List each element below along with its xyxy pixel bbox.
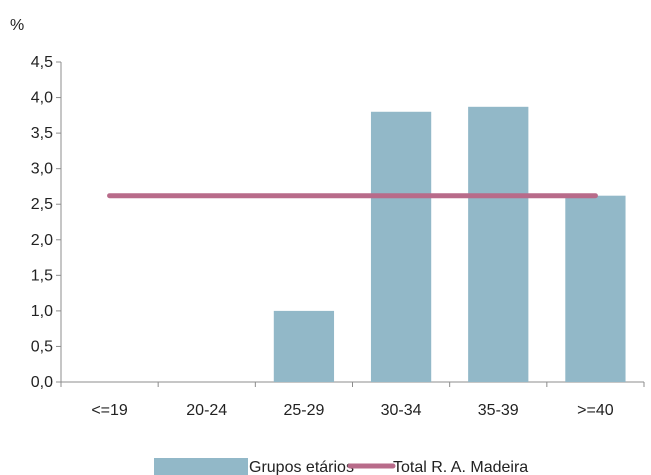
x-tick-label: 20-24 [186,402,227,419]
bar-series [273,106,626,383]
legend-label-line: Total R. A. Madeira [393,459,528,475]
legend-label-bars: Grupos etários [249,459,354,475]
x-tick-label: 30-34 [381,402,422,419]
bar [370,111,432,383]
y-tick-label: 4,5 [31,54,53,71]
y-tick-label: 0,5 [31,338,53,355]
y-tick-label: 1,5 [31,267,53,284]
y-tick-label: 2,0 [31,232,53,249]
bar [273,310,335,382]
x-tick-label: <=19 [91,402,128,419]
x-tick-label: 25-29 [283,402,324,419]
bar [565,195,626,382]
legend-swatch-bars [154,458,248,475]
bar [468,106,529,383]
y-tick-label: 2,5 [31,196,53,213]
x-tick-label: >=40 [577,402,614,419]
y-tick-label: 3,0 [31,161,53,178]
y-tick-label: 3,5 [31,125,53,142]
x-tick-label: 35-39 [478,402,519,419]
y-tick-label: 0,0 [31,374,53,391]
legend: Grupos etários Total R. A. Madeira [154,458,528,475]
y-unit-label: % [10,17,24,34]
y-tick-label: 1,0 [31,303,53,320]
y-axis: 0,0 0,5 1,0 1,5 2,0 2,5 3,0 3,5 4,0 4,5 [31,54,62,391]
y-tick-label: 4,0 [31,90,53,107]
x-axis: <=19 20-24 25-29 30-34 35-39 >=40 [60,381,645,419]
